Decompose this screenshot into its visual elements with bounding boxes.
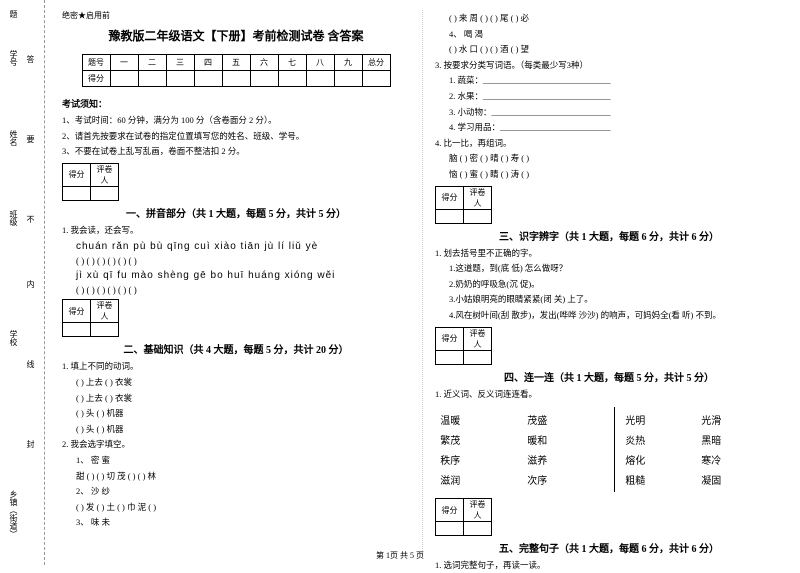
blank-line: 2. 水果：______________________________ bbox=[435, 90, 783, 104]
exam-notice-label: 考试须知： bbox=[62, 97, 410, 110]
matching-col: 温暖 繁茂 秩序 滋润 bbox=[440, 407, 517, 492]
question-text: 4. 比一比，再组词。 bbox=[435, 137, 783, 151]
blank-line: ( ) 上去 ( ) 衣裳 bbox=[62, 376, 410, 390]
matching-col: 光明 炎热 熔化 粗糙 bbox=[614, 407, 691, 492]
question-text: 1. 近义词、反义词连连看。 bbox=[435, 388, 783, 402]
blank-line: 4. 学习用品：__________________________ bbox=[435, 121, 783, 135]
question-line: 4.风在树叶间(刮 散步)，发出(哗哗 沙沙) 的响声，可妈妈全(看 听) 不到… bbox=[435, 309, 783, 323]
notice-item: 1、考试时间：60 分钟，满分为 100 分（含卷面分 2 分）。 bbox=[62, 114, 410, 128]
margin-label: 姓名 bbox=[8, 130, 19, 146]
matching-grid: 温暖 繁茂 秩序 滋润 茂盛 暖和 滋养 次序 光明 炎热 熔化 粗糙 光滑 黑… bbox=[435, 407, 783, 492]
margin-label: 学号 bbox=[8, 50, 19, 66]
pinyin-line: chuán rǎn pù bù qīng cuì xiào tiān jù lí… bbox=[62, 241, 410, 252]
blank-line: 甜 ( ) ( ) 切 茂 ( ) ( ) 林 bbox=[62, 470, 410, 484]
grader-table: 得分评卷人 bbox=[62, 299, 119, 337]
grader-table: 得分评卷人 bbox=[435, 327, 492, 365]
blank-line: ( ) 头 ( ) 机器 bbox=[62, 407, 410, 421]
exam-title: 豫教版二年级语文【下册】考前检测试卷 含答案 bbox=[62, 27, 410, 44]
table-row: 得分 bbox=[82, 71, 390, 87]
blank-line: ( ) 来 周 ( ) ( ) 尾 ( ) 必 bbox=[435, 12, 783, 26]
blank-line: 3、 味 未 bbox=[62, 516, 410, 530]
score-table: 题号 一 二 三 四 五 六 七 八 九 总分 得分 bbox=[82, 54, 391, 87]
question-text: 1. 选词完整句子，再读一读。 bbox=[435, 559, 783, 573]
margin-note: 线 bbox=[25, 360, 36, 368]
blank-line: ( ) ( ) ( ) ( ) ( ) ( ) bbox=[62, 285, 410, 295]
question-line: 1.这道题，到(底 低) 怎么做呀？ bbox=[435, 262, 783, 276]
margin-label: 题 bbox=[8, 10, 19, 18]
confidential-label: 绝密★启用前 bbox=[62, 10, 410, 21]
margin-note: 封 bbox=[25, 440, 36, 448]
blank-line: ( ) 头 ( ) 机器 bbox=[62, 423, 410, 437]
right-column: ( ) 来 周 ( ) ( ) 尾 ( ) 必 4、 喝 渴 ( ) 水 口 (… bbox=[423, 10, 795, 555]
grader-table: 得分评卷人 bbox=[62, 163, 119, 201]
question-line: 3.小姑娘明亮的眼睛紧紧(闭 关) 上了。 bbox=[435, 293, 783, 307]
question-text: 3. 按要求分类写词语。（每类最少写3种） bbox=[435, 59, 783, 73]
margin-label: 学校 bbox=[8, 330, 19, 346]
matching-col: 光滑 黑暗 寒冷 凝固 bbox=[701, 407, 778, 492]
binding-margin: 题 学号 姓名 班级 学校 乡镇（街道） 答 要 不 内 线 封 bbox=[0, 0, 45, 565]
blank-line: 4、 喝 渴 bbox=[435, 28, 783, 42]
pinyin-line: jì xù qī fu mào shèng gē bo huī huáng xi… bbox=[62, 270, 410, 281]
section-4-title: 四、连一连（共 1 大题，每题 5 分，共计 5 分） bbox=[435, 369, 783, 384]
blank-line: ( ) 发 ( ) 土 ( ) 巾 泥 ( ) bbox=[62, 501, 410, 515]
blank-line: 脑 ( ) 密 ( ) 晴 ( ) 寿 ( ) bbox=[435, 152, 783, 166]
question-text: 1. 划去括号里不正确的字。 bbox=[435, 247, 783, 261]
notice-item: 3、不要在试卷上乱写乱画，卷面不整洁扣 2 分。 bbox=[62, 145, 410, 159]
grader-table: 得分评卷人 bbox=[435, 498, 492, 536]
question-text: 1. 填上不同的动词。 bbox=[62, 360, 410, 374]
page-footer: 第 1页 共 5 页 bbox=[0, 550, 800, 561]
blank-line: 恼 ( ) 蜜 ( ) 睛 ( ) 涛 ( ) bbox=[435, 168, 783, 182]
section-1-title: 一、拼音部分（共 1 大题，每题 5 分，共计 5 分） bbox=[62, 205, 410, 220]
left-column: 绝密★启用前 豫教版二年级语文【下册】考前检测试卷 含答案 题号 一 二 三 四… bbox=[50, 10, 423, 555]
margin-note: 要 bbox=[25, 135, 36, 143]
blank-line: ( ) ( ) ( ) ( ) ( ) ( ) bbox=[62, 256, 410, 266]
section-2-title: 二、基础知识（共 4 大题，每题 5 分，共计 20 分） bbox=[62, 341, 410, 356]
margin-note: 内 bbox=[25, 280, 36, 288]
matching-col: 茂盛 暖和 滋养 次序 bbox=[527, 407, 604, 492]
blank-line: 1、 密 蜜 bbox=[62, 454, 410, 468]
margin-label: 乡镇（街道） bbox=[8, 490, 19, 538]
question-text: 2. 我会选字填空。 bbox=[62, 438, 410, 452]
notice-item: 2、请首先按要求在试卷的指定位置填写您的姓名、班级、学号。 bbox=[62, 130, 410, 144]
grader-table: 得分评卷人 bbox=[435, 186, 492, 224]
blank-line: 2、 沙 纱 bbox=[62, 485, 410, 499]
page-content: 绝密★启用前 豫教版二年级语文【下册】考前检测试卷 含答案 题号 一 二 三 四… bbox=[45, 0, 800, 565]
question-line: 2.奶奶的呼吸急(沉 促)。 bbox=[435, 278, 783, 292]
blank-line: 1. 蔬菜：______________________________ bbox=[435, 74, 783, 88]
margin-note: 答 bbox=[25, 55, 36, 63]
blank-line: ( ) 水 口 ( ) ( ) 酒 ( ) 望 bbox=[435, 43, 783, 57]
margin-label: 班级 bbox=[8, 210, 19, 226]
blank-line: ( ) 上去 ( ) 衣裳 bbox=[62, 392, 410, 406]
question-text: 1. 我会读，还会写。 bbox=[62, 224, 410, 238]
section-3-title: 三、识字辨字（共 1 大题，每题 6 分，共计 6 分） bbox=[435, 228, 783, 243]
table-row: 题号 一 二 三 四 五 六 七 八 九 总分 bbox=[82, 55, 390, 71]
blank-line: 3. 小动物：____________________________ bbox=[435, 106, 783, 120]
margin-note: 不 bbox=[25, 215, 36, 223]
